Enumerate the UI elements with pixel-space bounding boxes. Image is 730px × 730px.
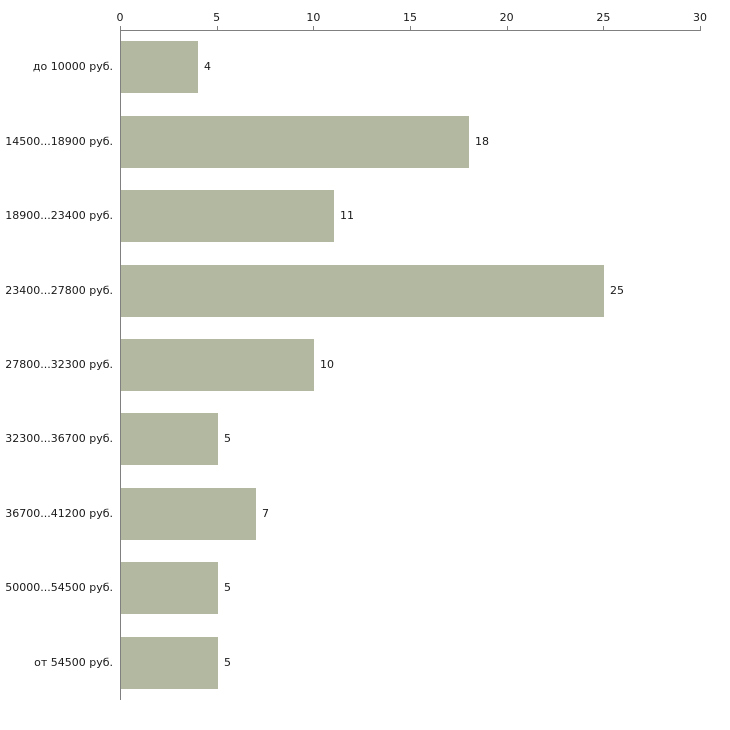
- bar-value-label: 11: [340, 209, 354, 222]
- bar-value-label: 5: [224, 656, 231, 669]
- bar: [121, 41, 198, 93]
- x-axis-tick-label: 5: [213, 11, 221, 24]
- x-axis-tick-label: 0: [116, 11, 124, 24]
- bar: [121, 339, 314, 391]
- bar: [121, 265, 604, 317]
- bar-value-label: 18: [475, 135, 489, 148]
- bar: [121, 488, 256, 540]
- category-label: 23400...27800 руб.: [5, 284, 113, 297]
- category-label: 18900...23400 руб.: [5, 209, 113, 222]
- bar: [121, 190, 334, 242]
- category-label: 36700...41200 руб.: [5, 507, 113, 520]
- x-axis-tick-mark: [313, 26, 315, 30]
- bar-value-label: 25: [610, 284, 624, 297]
- category-label: от 54500 руб.: [34, 656, 113, 669]
- y-axis-line: [120, 30, 121, 700]
- bar: [121, 116, 469, 168]
- x-axis-tick-label: 20: [499, 11, 514, 24]
- x-axis-line: [120, 30, 701, 31]
- category-label: 32300...36700 руб.: [5, 432, 113, 445]
- category-label: до 10000 руб.: [32, 60, 113, 73]
- x-axis-tick-label: 30: [693, 11, 707, 24]
- x-axis-tick-mark: [216, 26, 218, 30]
- bar: [121, 413, 218, 465]
- category-label: 50000...54500 руб.: [5, 581, 113, 594]
- bar-value-label: 7: [262, 507, 269, 520]
- category-label: 27800...32300 руб.: [5, 358, 113, 371]
- bar-value-label: 4: [204, 60, 211, 73]
- x-axis-tick-mark: [506, 26, 508, 30]
- bar-value-label: 5: [224, 432, 231, 445]
- x-axis-tick-label: 15: [403, 11, 417, 24]
- category-label: 14500...18900 руб.: [5, 135, 113, 148]
- x-axis-tick-mark: [700, 26, 701, 30]
- x-axis-tick-mark: [410, 26, 411, 30]
- bar: [121, 562, 218, 614]
- bar-value-label: 5: [224, 581, 231, 594]
- x-axis-tick-label: 10: [306, 11, 321, 24]
- x-axis-tick-mark: [120, 26, 121, 30]
- bar: [121, 637, 218, 689]
- x-axis-tick-label: 25: [596, 11, 611, 24]
- bar-value-label: 10: [320, 358, 334, 371]
- x-axis-tick-mark: [603, 26, 605, 30]
